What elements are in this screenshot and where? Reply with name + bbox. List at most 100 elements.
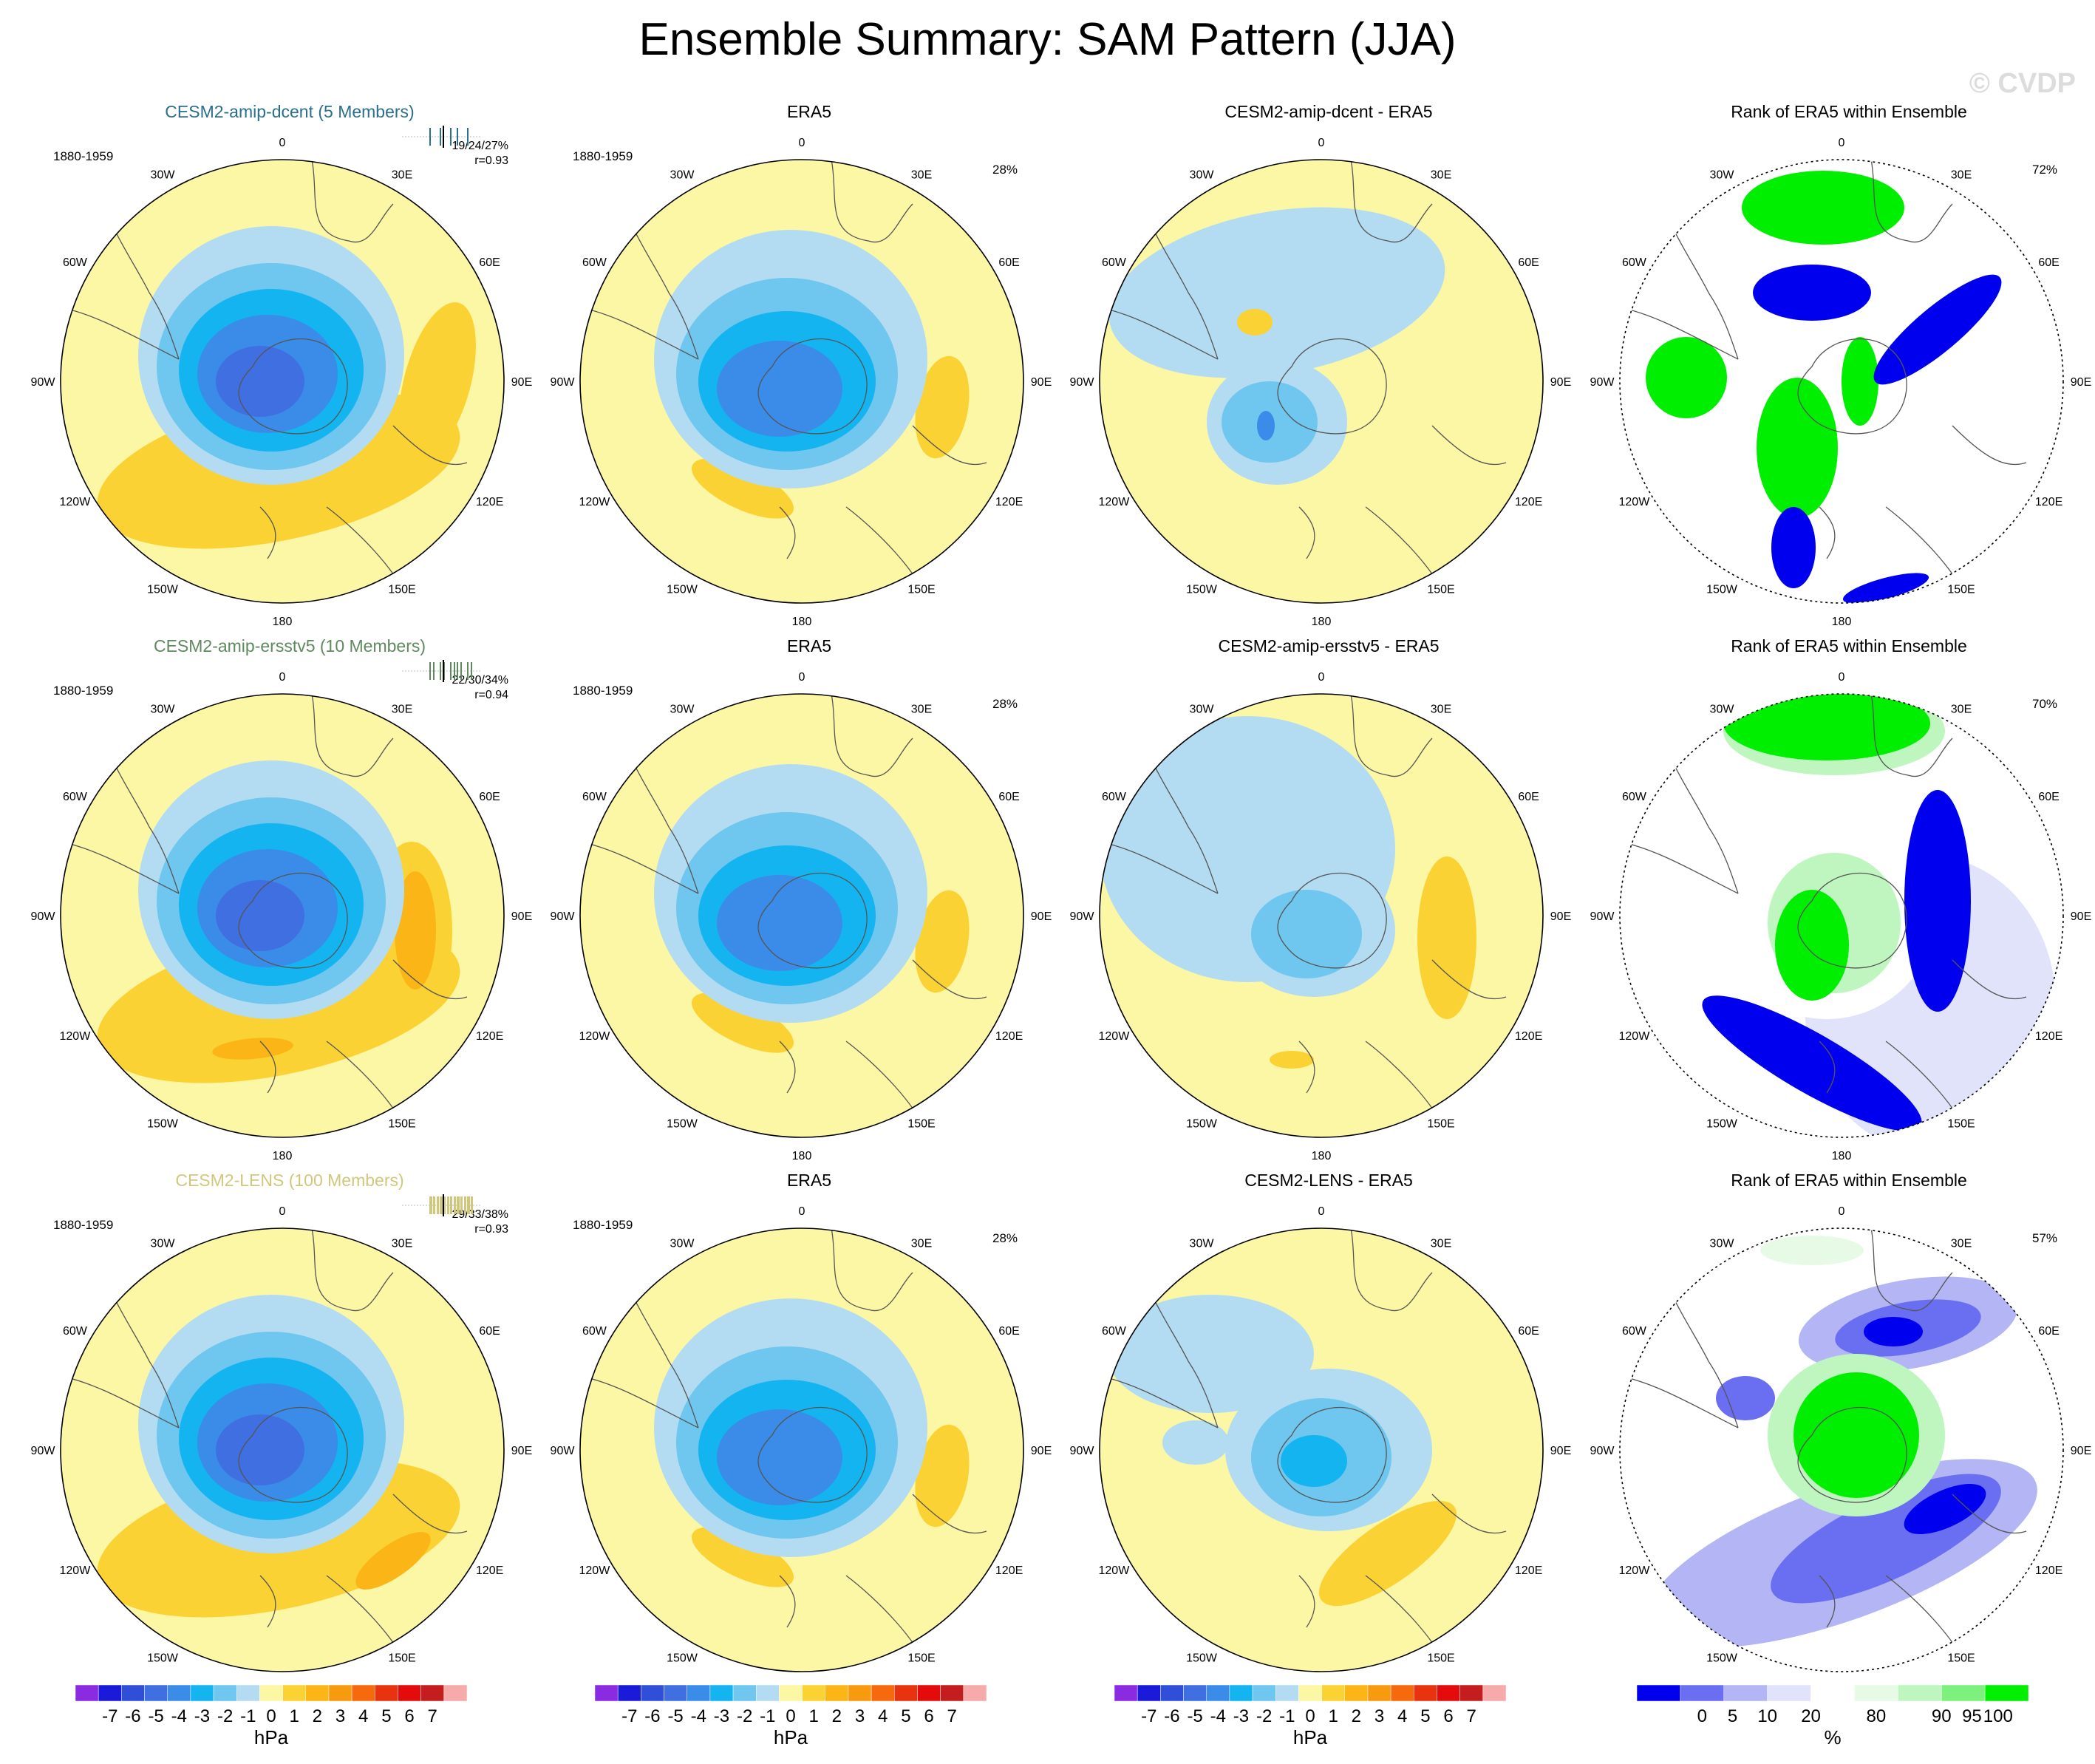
- coastline: [1620, 1375, 1739, 1428]
- colorbar-tick-label: 4: [358, 1706, 368, 1726]
- lon-label-120e: 120E: [995, 1030, 1023, 1043]
- member-tick-strip: [402, 1194, 480, 1216]
- lon-label-150e: 150E: [388, 584, 415, 596]
- lon-label-150e: 150E: [907, 1118, 935, 1131]
- panel-diff-row3: 030E60E90E120E150E180150W120W90W60W30WCE…: [1070, 1171, 1587, 1726]
- colorbar-tick-label: 3: [855, 1706, 865, 1726]
- colorbar-swatch: [144, 1684, 168, 1702]
- lon-label-60e: 60E: [479, 256, 500, 269]
- colorbar-tick-label: 6: [404, 1706, 414, 1726]
- field-contour: [1281, 1435, 1347, 1487]
- period-label: 1880-1959: [573, 149, 633, 163]
- colorbar-tick-label: -5: [1187, 1706, 1202, 1726]
- coastline: [61, 307, 180, 360]
- colorbar-tick-label: 90: [1932, 1706, 1952, 1726]
- lon-label-30e: 30E: [1431, 703, 1451, 715]
- lon-label-30e: 30E: [392, 168, 412, 181]
- ensemble-stats: 19/24/27% r=0.93: [398, 139, 508, 168]
- lon-label-90e: 90E: [1031, 910, 1052, 923]
- lon-label-120w: 120W: [1619, 1030, 1651, 1043]
- coastline: [1620, 841, 1739, 894]
- lon-label-0: 0: [1839, 671, 1845, 684]
- lon-label-60w: 60W: [1102, 791, 1127, 803]
- colorbar-swatch: [664, 1684, 687, 1702]
- colorbar-hpa-col1: -7 -6 -5 -4 -3 -2 -1 0 1 2 3 4 5 6 7 hPa: [68, 1683, 511, 1754]
- lon-label-90e: 90E: [2071, 376, 2091, 389]
- colorbar-tick-label: 95: [1962, 1706, 1982, 1726]
- colorbar-swatch: [190, 1684, 214, 1702]
- lon-label-120w: 120W: [579, 1030, 611, 1043]
- lon-label-120w: 120W: [579, 1564, 611, 1577]
- explained-variance: 28%: [992, 697, 1018, 711]
- lon-label-30e: 30E: [911, 1237, 932, 1250]
- lon-label-120e: 120E: [1515, 496, 1542, 508]
- colorbar-swatch: [1680, 1684, 1725, 1702]
- colorbar-swatch: [1390, 1684, 1414, 1702]
- colorbar-unit: hPa: [773, 1726, 808, 1748]
- field-contour: [1646, 337, 1727, 418]
- lon-label-150w: 150W: [667, 1118, 698, 1131]
- lon-label-120e: 120E: [476, 1564, 503, 1577]
- coastline: [912, 959, 987, 1000]
- explained-variance: 70%: [2032, 697, 2058, 711]
- colorbar-swatches: 0 5 10 20 80 90 95 100: [1636, 1684, 2029, 1726]
- colorbar-swatch: [98, 1684, 122, 1702]
- colorbar-tick-label: -7: [621, 1706, 637, 1726]
- lon-label-30e: 30E: [911, 168, 932, 181]
- lon-label-60w: 60W: [582, 1325, 607, 1338]
- lon-label-60e: 60E: [1518, 256, 1539, 269]
- lon-label-30e: 30E: [1431, 1237, 1451, 1250]
- coastline: [1431, 959, 1507, 1000]
- lon-label-120w: 120W: [60, 1030, 92, 1043]
- colorbar-tick-label: 1: [1328, 1706, 1338, 1726]
- lon-label-0: 0: [1839, 137, 1845, 149]
- colorbar-tick-label: 1: [808, 1706, 818, 1726]
- lon-label-120e: 120E: [476, 496, 503, 508]
- field-contour: [399, 302, 476, 460]
- colorbar-swatch: [917, 1684, 941, 1702]
- lon-label-120e: 120E: [2035, 1030, 2062, 1043]
- period-label: 1880-1959: [53, 1218, 114, 1232]
- lon-label-180: 180: [792, 616, 812, 628]
- lon-label-0: 0: [1318, 1205, 1325, 1218]
- panel-title: CESM2-LENS - ERA5: [1244, 1171, 1413, 1190]
- lon-label-30w: 30W: [670, 703, 695, 715]
- lon-label-150e: 150E: [1427, 584, 1454, 596]
- coastline: [259, 506, 276, 559]
- lon-label-30w: 30W: [151, 168, 176, 181]
- pattern-correlation: r=0.94: [474, 689, 508, 701]
- field-contour: [915, 890, 970, 993]
- coastline: [1819, 1041, 1836, 1094]
- lon-label-150e: 150E: [388, 1652, 415, 1665]
- lon-label-30w: 30W: [1190, 703, 1215, 715]
- panel-rank-row1: 0 30E 60E 90E 120E 150E 180 150W 120W 90W 60W 30W Ra…: [1590, 102, 2095, 658]
- lon-label-90w: 90W: [1070, 376, 1094, 389]
- coastline: [1952, 425, 2027, 466]
- colorbar-swatches: -7 -6 -5 -4 -3 -2 -1 0 1 2 3 4 5 6 7: [1114, 1684, 1507, 1726]
- lon-label-90w: 90W: [551, 1445, 575, 1457]
- field-contour: [1716, 1376, 1775, 1420]
- field-contour: [1702, 995, 1922, 1131]
- lon-label-120w: 120W: [1619, 496, 1651, 508]
- lon-label-0: 0: [279, 137, 286, 149]
- lon-label-90e: 90E: [511, 1445, 532, 1457]
- coastline: [392, 1494, 468, 1534]
- field-contour: [915, 355, 970, 459]
- colorbar-tick-label: -4: [691, 1706, 706, 1726]
- lon-label-90e: 90E: [1031, 1445, 1052, 1457]
- explained-variance: 28%: [992, 1231, 1018, 1245]
- lon-label-60w: 60W: [1102, 1325, 1127, 1338]
- colorbar-swatch: [848, 1684, 872, 1702]
- coastline: [61, 841, 180, 894]
- lon-label-30w: 30W: [1710, 168, 1735, 181]
- coastline: [1100, 307, 1219, 360]
- colorbar-tick-label: -1: [240, 1706, 256, 1726]
- colorbar-unit: hPa: [253, 1726, 289, 1748]
- coastline: [757, 338, 868, 435]
- lon-label-150e: 150E: [388, 1118, 415, 1131]
- field-contour: [1742, 171, 1904, 245]
- lon-label-0: 0: [799, 137, 805, 149]
- coastline: [259, 1041, 276, 1094]
